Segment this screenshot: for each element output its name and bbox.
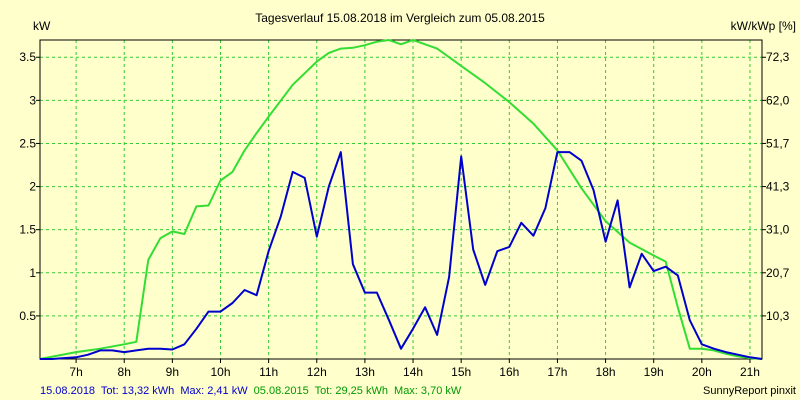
tick-labels: 7h 8h 9h 10h 11h 12h 13h 14h 15h 16h 17h 18h 19h 20h 2… — [19, 50, 789, 379]
chart-grid — [40, 40, 762, 359]
y-tick-label-right: 20,7 — [766, 266, 790, 280]
x-tick-label: 17h — [547, 365, 567, 379]
chart-axes — [36, 39, 766, 363]
y-tick-label-left: 1.5 — [19, 223, 36, 237]
x-tick-label: 8h — [118, 365, 131, 379]
y-tick-label-left: 2.5 — [19, 136, 36, 150]
y-tick-label-left: 3.5 — [19, 50, 36, 64]
y-tick-label-right: 62,0 — [766, 93, 790, 107]
series2-label: 05.08.2015 — [254, 385, 309, 397]
footer-summary: 15.08.2018 Tot: 13,32 kWh Max: 2,41 kW 0… — [40, 385, 462, 397]
x-tick-label: 19h — [644, 365, 664, 379]
credit-label: SunnyReport pinxit — [703, 385, 796, 397]
y-tick-label-right: 31,0 — [766, 223, 790, 237]
y-tick-label-left: 3 — [29, 93, 36, 107]
x-tick-label: 13h — [355, 365, 375, 379]
series-line — [40, 151, 763, 360]
series2-max: Max: 3,70 kW — [394, 385, 462, 397]
x-tick-label: 12h — [307, 365, 327, 379]
x-tick-label: 7h — [69, 365, 82, 379]
x-tick-label: 21h — [740, 365, 760, 379]
y-tick-label-left: 1 — [29, 266, 36, 280]
x-tick-label: 10h — [210, 365, 230, 379]
y-tick-label-right: 41,3 — [766, 180, 790, 194]
series1-label: 15.08.2018 — [40, 385, 95, 397]
series2-total: Tot: 29,25 kWh — [315, 385, 388, 397]
x-tick-label: 14h — [403, 365, 423, 379]
y-tick-label-right: 10,3 — [766, 309, 790, 323]
series-line — [39, 39, 763, 360]
series1-max: Max: 2,41 kW — [180, 385, 248, 397]
plot-frame — [39, 39, 763, 360]
y-tick-label-right: 72,3 — [766, 50, 790, 64]
y-axis-right-label: kW/kWp [%] — [731, 19, 796, 33]
y-tick-label-left: 2 — [29, 180, 36, 194]
x-tick-label: 20h — [692, 365, 712, 379]
y-axis-left-label: kW — [33, 19, 51, 33]
y-tick-label-left: 0.5 — [19, 309, 36, 323]
series1-total: Tot: 13,32 kWh — [101, 385, 174, 397]
x-tick-label: 16h — [499, 365, 519, 379]
x-tick-label: 15h — [451, 365, 471, 379]
x-tick-label: 11h — [259, 365, 278, 379]
series-lines — [39, 39, 763, 360]
y-tick-label-right: 51,7 — [766, 136, 790, 150]
chart-title: Tagesverlauf 15.08.2018 im Vergleich zum… — [255, 11, 545, 25]
x-tick-label: 9h — [166, 365, 179, 379]
x-tick-label: 18h — [596, 365, 616, 379]
